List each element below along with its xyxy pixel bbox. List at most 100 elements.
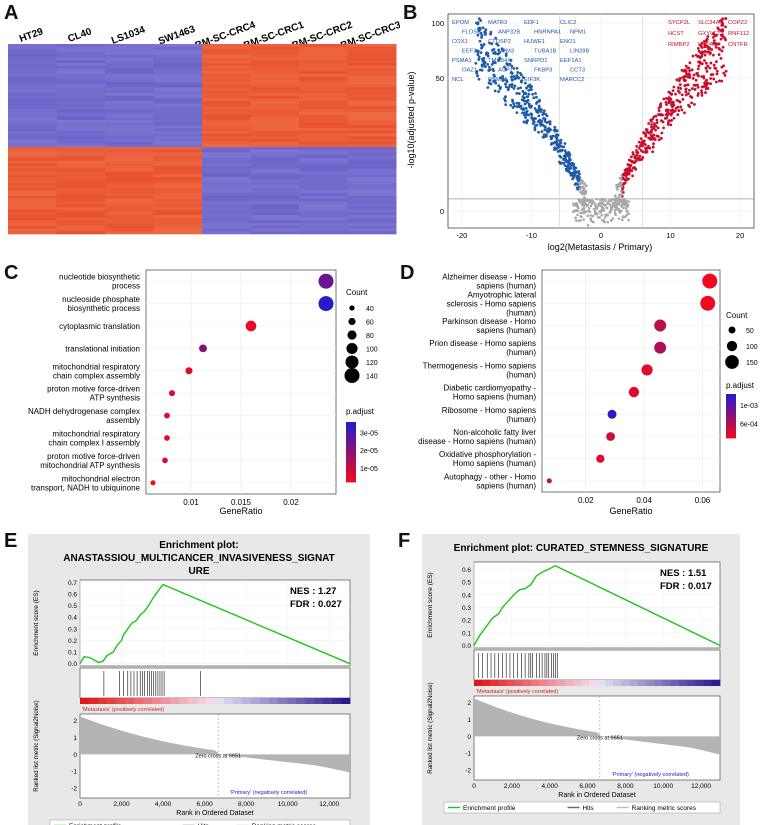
- dotc-term-label: ATP synthesis: [90, 394, 140, 403]
- gsea-es-tick: 0.6: [68, 591, 77, 598]
- heatmap-cell: [299, 152, 348, 156]
- volcano-point: [679, 87, 683, 90]
- dotc-padj-gradient-band: [346, 431, 356, 435]
- dotc-dot: [164, 435, 170, 441]
- heatmap-cell: [202, 163, 251, 167]
- volcano-point: [666, 114, 669, 117]
- volcano-point: [705, 78, 709, 82]
- dotc-dot: [199, 344, 207, 353]
- volcano-point: [613, 198, 616, 201]
- gsea-nes: NES : 1.51: [660, 568, 707, 579]
- gsea-colorbar-band: [188, 698, 198, 704]
- volcano-point: [509, 71, 513, 75]
- heatmap-cell: [347, 98, 397, 102]
- volcano-point: [716, 26, 720, 30]
- gsea-colorbar-band: [711, 680, 721, 686]
- dotc-term-label: biosynthetic process: [68, 304, 140, 313]
- volcano-point: [475, 71, 479, 75]
- volcano-point: [543, 124, 546, 128]
- heatmap-cell: [56, 84, 106, 88]
- volcano-point: [580, 208, 584, 211]
- volcano-point: [662, 97, 666, 101]
- volcano-point: [480, 68, 484, 72]
- heatmap-cell: [299, 139, 348, 143]
- heatmap-cell: [202, 125, 251, 129]
- volcano-point: [676, 86, 680, 90]
- heatmap-cell: [105, 128, 154, 132]
- gsea-es-tick: 0.1: [462, 630, 471, 637]
- heatmap-cell: [105, 152, 154, 156]
- volcano-point: [544, 133, 548, 136]
- heatmap-cell: [8, 46, 57, 50]
- heatmap-cell: [8, 168, 57, 172]
- volcano-point: [676, 113, 680, 117]
- gsea-es-tick: 0.0: [462, 643, 471, 650]
- heatmap-cell: [105, 87, 154, 91]
- heatmap-cell: [250, 158, 300, 162]
- volcano-point: [722, 71, 726, 75]
- gsea-negative-label: 'Primary' (negatively correlated): [612, 772, 689, 778]
- heatmap-cell: [202, 228, 251, 232]
- volcano-gene-label: PSMA1: [452, 58, 472, 64]
- dotc-dot: [150, 480, 156, 486]
- gsea-colorbar-band: [116, 698, 126, 704]
- volcano-point: [666, 123, 670, 126]
- heatmap-cell: [250, 152, 300, 156]
- kegg-plot-frame: [541, 269, 721, 493]
- gsea-colorbar-band: [474, 680, 483, 686]
- volcano-point: [672, 85, 676, 89]
- heatmap-cell: [8, 206, 57, 210]
- volcano-point: [497, 84, 501, 88]
- heatmap-cell: [250, 65, 300, 69]
- volcano-point: [671, 108, 675, 112]
- heatmap-cell: [153, 204, 203, 208]
- volcano-point: [575, 186, 579, 190]
- volcano-point: [511, 98, 514, 102]
- volcano-point: [534, 92, 537, 95]
- volcano-point: [504, 85, 508, 89]
- volcano-point: [476, 50, 480, 54]
- volcano-point: [627, 212, 630, 216]
- heatmap-cell: [299, 147, 348, 151]
- heatmap-cell: [202, 111, 251, 115]
- volcano-point: [479, 51, 483, 55]
- volcano-point: [619, 190, 623, 193]
- heatmap-cell: [299, 71, 348, 75]
- dotd-padj-gradient-band: [726, 422, 736, 426]
- heatmap-cell: [347, 231, 397, 235]
- heatmap-cell: [105, 54, 154, 58]
- volcano-point: [696, 85, 700, 89]
- heatmap-cell: [347, 52, 397, 56]
- gsea-colorbar-band: [242, 698, 252, 704]
- volcano-point: [582, 207, 586, 210]
- gsea-legend-box: [49, 819, 351, 825]
- volcano-point: [690, 68, 694, 72]
- gsea-colorbar-band: [482, 680, 491, 686]
- volcano-point: [700, 89, 703, 93]
- dotc-count-legend-label: 140: [366, 374, 378, 381]
- heatmap-cell: [56, 168, 106, 172]
- heatmap-cell: [56, 71, 106, 75]
- dotc-count-legend-label: 120: [366, 360, 378, 367]
- heatmap-cell: [250, 220, 300, 224]
- heatmap-cell: [347, 193, 397, 197]
- volcano-point: [704, 85, 708, 88]
- heatmap-cell: [8, 130, 57, 134]
- gsea-colorbar-band: [107, 698, 117, 704]
- volcano-point: [523, 111, 527, 114]
- heatmap-cell: [153, 174, 203, 178]
- heatmap-cell: [250, 98, 300, 102]
- gsea-es-tick: 0.7: [68, 580, 77, 587]
- volcano-point: [515, 105, 519, 109]
- panel-letter-b: B: [403, 2, 418, 24]
- heatmap-cell: [347, 122, 397, 126]
- heatmap-cell: [347, 220, 397, 224]
- dotc-term-label: chain complex assembly: [53, 371, 140, 380]
- heatmap-cell: [8, 101, 57, 105]
- heatmap-cell: [250, 231, 300, 235]
- heatmap-cell: [347, 171, 397, 175]
- heatmap-cell: [56, 220, 106, 224]
- volcano-point: [539, 123, 543, 127]
- volcano-gene-label: TUBA1B: [534, 49, 557, 55]
- heatmap-cell: [202, 90, 251, 94]
